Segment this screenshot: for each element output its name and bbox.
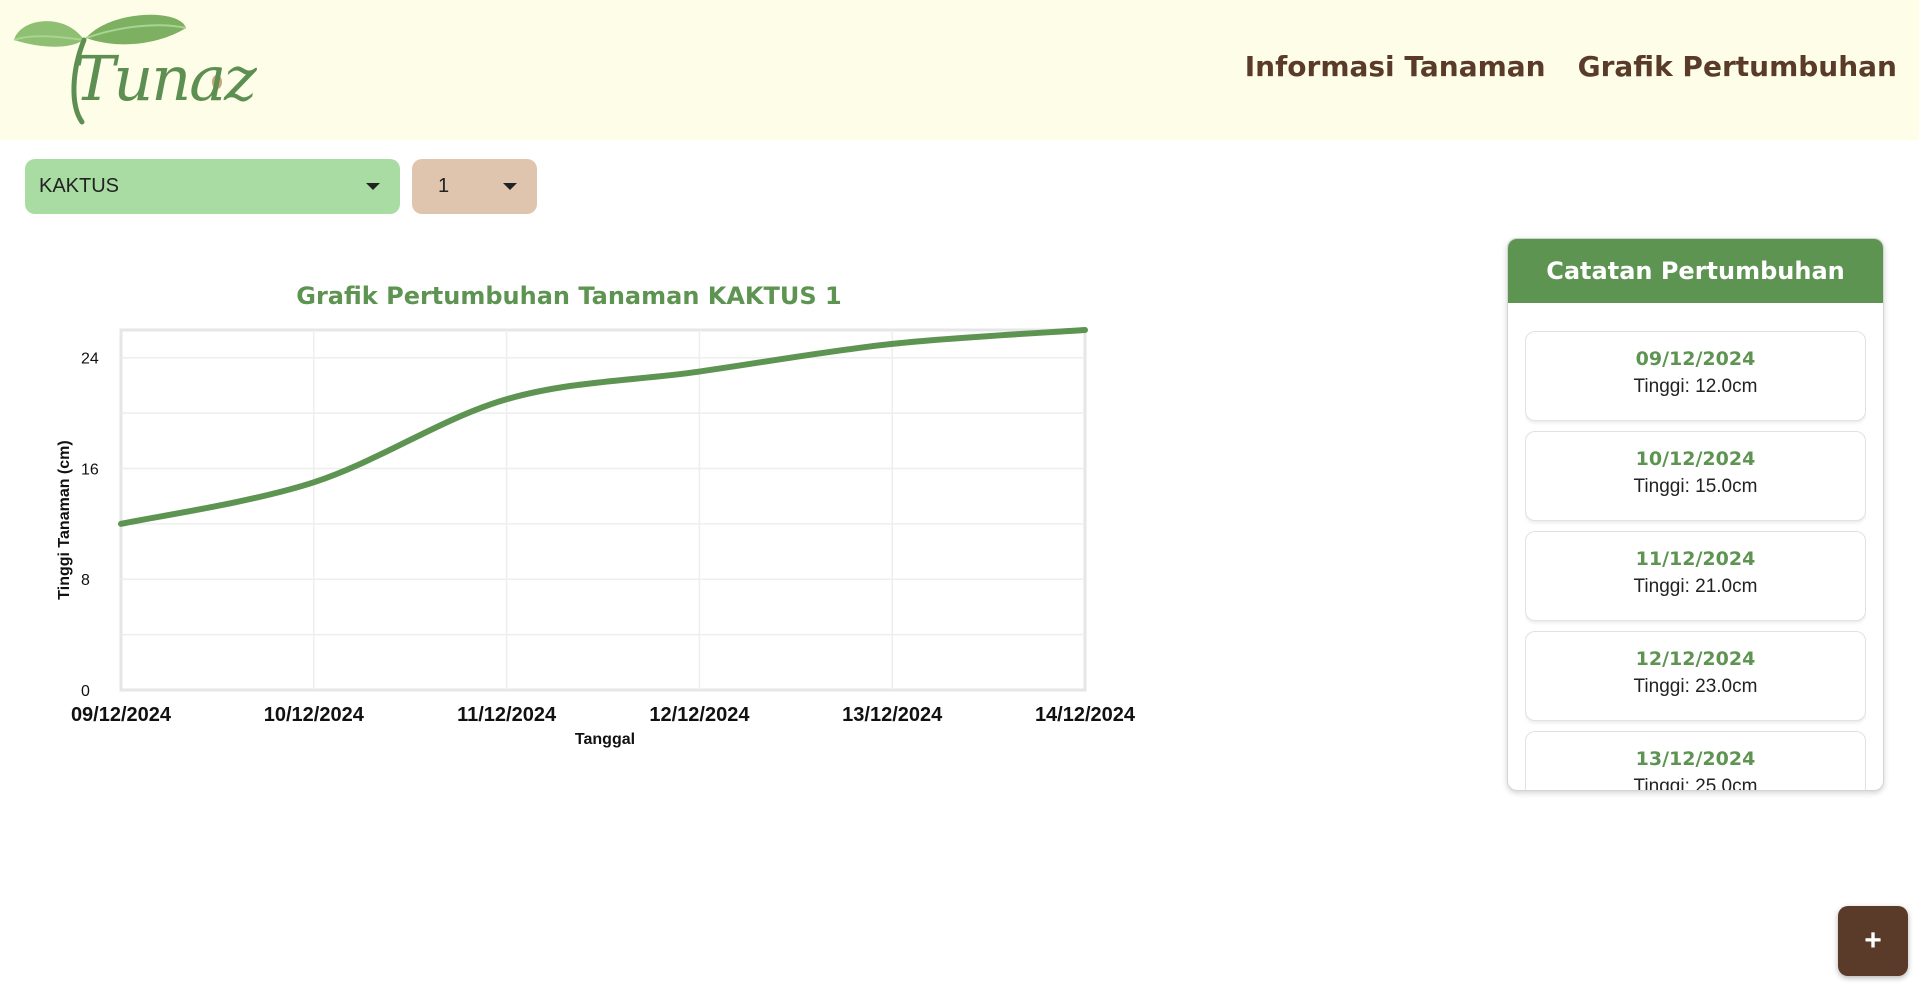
y-tick-label: 24 — [81, 351, 99, 368]
y-axis-title: Tinggi Tanaman (cm) — [56, 440, 73, 599]
main-nav: Informasi Tanaman Grafik Pertumbuhan — [1245, 50, 1897, 83]
x-tick-label: 10/12/2024 — [264, 704, 365, 726]
nav-informasi-tanaman[interactable]: Informasi Tanaman — [1244, 50, 1546, 83]
panel-title: Catatan Pertumbuhan — [1508, 239, 1883, 303]
chart-title: Grafik Pertumbuhan Tanaman KAKTUS 1 — [296, 282, 842, 310]
record-date: 12/12/2024 — [1635, 648, 1756, 670]
chevron-down-icon — [366, 183, 380, 190]
plant-number-select[interactable]: 1 — [412, 159, 537, 214]
record-card[interactable]: 11/12/2024 Tinggi: 21.0cm — [1525, 531, 1866, 621]
chevron-down-icon — [503, 183, 517, 190]
tunaz-logo[interactable]: Tunaz — [10, 10, 257, 130]
x-tick-label: 13/12/2024 — [842, 704, 943, 726]
plot-area — [119, 328, 1087, 692]
record-card[interactable]: 12/12/2024 Tinggi: 23.0cm — [1525, 631, 1866, 721]
plant-select[interactable]: KAKTUS — [25, 159, 400, 214]
y-tick-label: 8 — [81, 572, 90, 589]
record-height: Tinggi: 12.0cm — [1633, 376, 1758, 397]
x-tick-label: 11/12/2024 — [457, 704, 557, 726]
record-date: 13/12/2024 — [1635, 748, 1756, 770]
sprout-leaves-icon — [13, 14, 222, 125]
add-record-button[interactable]: + — [1838, 906, 1908, 976]
x-tick-label: 12/12/2024 — [649, 704, 750, 726]
record-date: 09/12/2024 — [1635, 348, 1756, 370]
x-tick-label: 14/12/2024 — [1035, 704, 1136, 726]
series-line-0 — [118, 327, 1088, 527]
record-card[interactable]: 10/12/2024 Tinggi: 15.0cm — [1525, 431, 1866, 521]
x-tick-label: 09/12/2024 — [71, 704, 172, 726]
record-height: Tinggi: 15.0cm — [1633, 476, 1758, 497]
growth-chart-svg: 0 8 16 24 09/12/2024 10/12/2024 11/12/2024 12/1… — [56, 327, 1136, 748]
record-card[interactable]: 13/12/2024 Tinggi: 25.0cm — [1525, 731, 1866, 791]
nav-grafik-pertumbuhan[interactable]: Grafik Pertumbuhan — [1577, 50, 1897, 83]
growth-records-panel: Catatan Pertumbuhan 09/12/2024 Tinggi: 1… — [1507, 238, 1884, 791]
y-tick-label: 16 — [81, 461, 99, 478]
logo-text: Tunaz — [74, 42, 257, 115]
plant-number-value: 1 — [438, 175, 450, 197]
record-height: Tinggi: 25.0cm — [1633, 776, 1758, 791]
record-height: Tinggi: 21.0cm — [1633, 576, 1758, 597]
record-card[interactable]: 09/12/2024 Tinggi: 12.0cm — [1525, 331, 1866, 421]
app-header: Tunaz Informasi Tanaman Grafik Pertumbuh… — [0, 0, 1919, 140]
records-list[interactable]: 09/12/2024 Tinggi: 12.0cm 10/12/2024 Tin… — [1525, 331, 1866, 791]
y-tick-label: 0 — [81, 683, 90, 700]
record-date: 11/12/2024 — [1635, 548, 1756, 570]
record-date: 10/12/2024 — [1635, 448, 1756, 470]
record-height: Tinggi: 23.0cm — [1633, 676, 1758, 697]
plant-select-value: KAKTUS — [39, 175, 120, 197]
growth-chart: Grafik Pertumbuhan Tanaman KAKTUS 1 0 8 16… — [50, 270, 1150, 770]
x-axis-title: Tanggal — [575, 731, 635, 748]
